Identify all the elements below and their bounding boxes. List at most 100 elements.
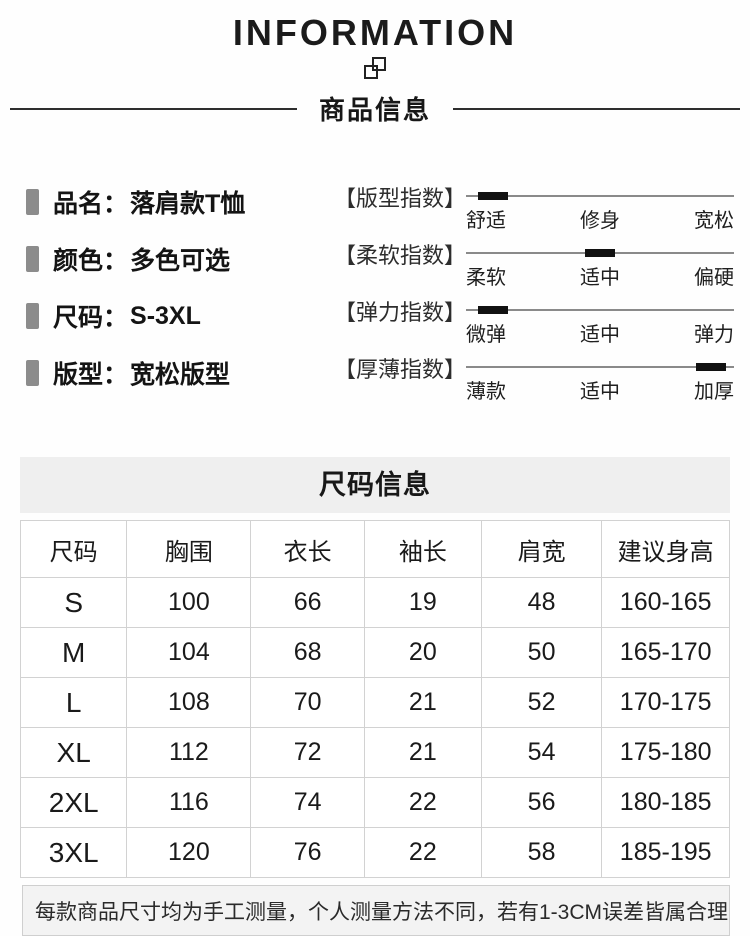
attribute-value: S-3XL <box>130 301 201 330</box>
index-label: 【柔软指数】 <box>334 243 467 268</box>
cell-size: 3XL <box>19 827 128 878</box>
bullet-icon <box>26 246 39 272</box>
scale-marker <box>696 363 726 371</box>
page-subtitle: 商品信息 <box>319 95 432 125</box>
table-row: 3XL 120 76 22 58 185-195 <box>19 827 730 878</box>
scale-option: 偏硬 <box>694 267 734 289</box>
cell-sleeve: 21 <box>363 727 482 778</box>
scale-option: 修身 <box>580 210 620 232</box>
cell-shoulder: 56 <box>480 777 603 828</box>
scale-options: 微弹 适中 弹力 <box>466 318 734 347</box>
cell-length: 74 <box>250 777 365 828</box>
cell-shoulder: 52 <box>480 677 603 728</box>
cell-shoulder: 58 <box>480 827 603 878</box>
cell-shoulder: 48 <box>480 577 603 628</box>
attribute-row-size: 尺码： S-3XL <box>26 301 334 332</box>
cell-chest: 104 <box>126 627 252 678</box>
scale-option: 舒适 <box>466 210 506 232</box>
icon-square-back <box>372 57 386 71</box>
scale-options: 舒适 修身 宽松 <box>466 204 734 233</box>
column-header-height: 建议身高 <box>601 520 730 578</box>
cell-shoulder: 54 <box>480 727 603 778</box>
cell-height: 185-195 <box>601 827 730 878</box>
scale-options: 柔软 适中 偏硬 <box>466 261 734 290</box>
cell-chest: 120 <box>126 827 252 878</box>
cell-sleeve: 19 <box>363 577 482 628</box>
index-row-elasticity: 【弹力指数】 微弹 适中 弹力 <box>334 297 734 346</box>
cell-length: 70 <box>250 677 365 728</box>
attribute-label: 品名： <box>53 190 129 218</box>
scale-options: 薄款 适中 加厚 <box>466 375 734 404</box>
cell-shoulder: 50 <box>480 627 603 678</box>
subtitle-divider: 商品信息 <box>10 90 741 127</box>
scale-option: 柔软 <box>466 267 506 289</box>
column-header-chest: 胸围 <box>126 520 252 578</box>
attribute-row-name: 品名： 落肩款T恤 <box>26 187 334 218</box>
scale-option: 适中 <box>580 324 620 346</box>
column-header-shoulder: 肩宽 <box>480 520 603 578</box>
overlapping-squares-icon <box>364 57 386 79</box>
measurement-disclaimer: 每款商品尺寸均为手工测量，个人测量方法不同，若有1-3CM误差皆属合理范围. <box>22 885 730 936</box>
table-row: XL 112 72 21 54 175-180 <box>19 727 730 778</box>
table-row: S 100 66 19 48 160-165 <box>19 577 730 628</box>
cell-height: 170-175 <box>601 677 730 728</box>
cell-height: 165-170 <box>601 627 730 678</box>
index-row-fit: 【版型指数】 舒适 修身 宽松 <box>334 183 734 232</box>
attribute-value: 多色可选 <box>130 247 231 275</box>
bullet-icon <box>26 303 39 329</box>
cell-sleeve: 20 <box>363 627 482 678</box>
size-table-title: 尺码信息 <box>20 457 730 513</box>
attribute-label: 版型： <box>53 361 129 389</box>
cell-length: 68 <box>250 627 365 678</box>
scale-marker <box>478 192 508 200</box>
bullet-icon <box>26 360 39 386</box>
size-info-section: 尺码信息 尺码 胸围 衣长 袖长 肩宽 建议身高 S 100 <box>19 457 730 878</box>
index-label: 【弹力指数】 <box>334 300 467 325</box>
scale-option: 微弹 <box>466 324 506 346</box>
scale-option: 加厚 <box>694 381 734 403</box>
table-row: L 108 70 21 52 170-175 <box>19 677 730 728</box>
cell-chest: 100 <box>126 577 252 628</box>
cell-size: S <box>19 577 128 628</box>
attribute-value: 落肩款T恤 <box>130 190 246 218</box>
product-details-section: 品名： 落肩款T恤 颜色： 多色可选 尺码： S-3XL 版型： 宽松版型 【版… <box>0 183 750 415</box>
cell-size: L <box>19 677 128 728</box>
scale-line <box>466 306 734 314</box>
cell-height: 160-165 <box>601 577 730 628</box>
column-header-length: 衣长 <box>250 520 365 578</box>
attribute-row-color: 颜色： 多色可选 <box>26 244 334 275</box>
cell-sleeve: 22 <box>363 777 482 828</box>
scale-option: 适中 <box>580 381 620 403</box>
index-scales: 【版型指数】 舒适 修身 宽松 【柔软指数】 <box>334 183 734 415</box>
cell-sleeve: 21 <box>363 677 482 728</box>
index-row-thickness: 【厚薄指数】 薄款 适中 加厚 <box>334 354 734 403</box>
index-scale: 柔软 适中 偏硬 <box>466 240 734 290</box>
cell-size: M <box>19 627 128 678</box>
scale-option: 适中 <box>580 267 620 289</box>
size-table: 尺码 胸围 衣长 袖长 肩宽 建议身高 S 100 66 19 48 160-1… <box>19 520 730 878</box>
cell-size: XL <box>19 727 128 778</box>
product-attributes: 品名： 落肩款T恤 颜色： 多色可选 尺码： S-3XL 版型： 宽松版型 <box>26 183 334 415</box>
icon-square-front <box>364 65 378 79</box>
cell-length: 66 <box>250 577 365 628</box>
attribute-label: 颜色： <box>53 247 129 275</box>
cell-chest: 116 <box>126 777 252 828</box>
index-row-softness: 【柔软指数】 柔软 适中 偏硬 <box>334 240 734 289</box>
divider-line-left <box>10 107 297 110</box>
cell-length: 76 <box>250 827 365 878</box>
scale-option: 弹力 <box>694 324 734 346</box>
header: INFORMATION 商品信息 <box>0 0 750 127</box>
cell-height: 175-180 <box>601 727 730 778</box>
column-header-sleeve: 袖长 <box>363 520 482 578</box>
column-header-size: 尺码 <box>19 520 128 578</box>
scale-marker <box>478 306 508 314</box>
scale-marker <box>585 249 615 257</box>
cell-chest: 112 <box>126 727 252 778</box>
index-label: 【厚薄指数】 <box>334 357 467 382</box>
cell-sleeve: 22 <box>363 827 482 878</box>
divider-line-right <box>453 107 741 110</box>
cell-chest: 108 <box>126 677 252 728</box>
attribute-value: 宽松版型 <box>130 361 231 389</box>
scale-line <box>466 249 734 257</box>
scale-option: 宽松 <box>694 210 734 232</box>
